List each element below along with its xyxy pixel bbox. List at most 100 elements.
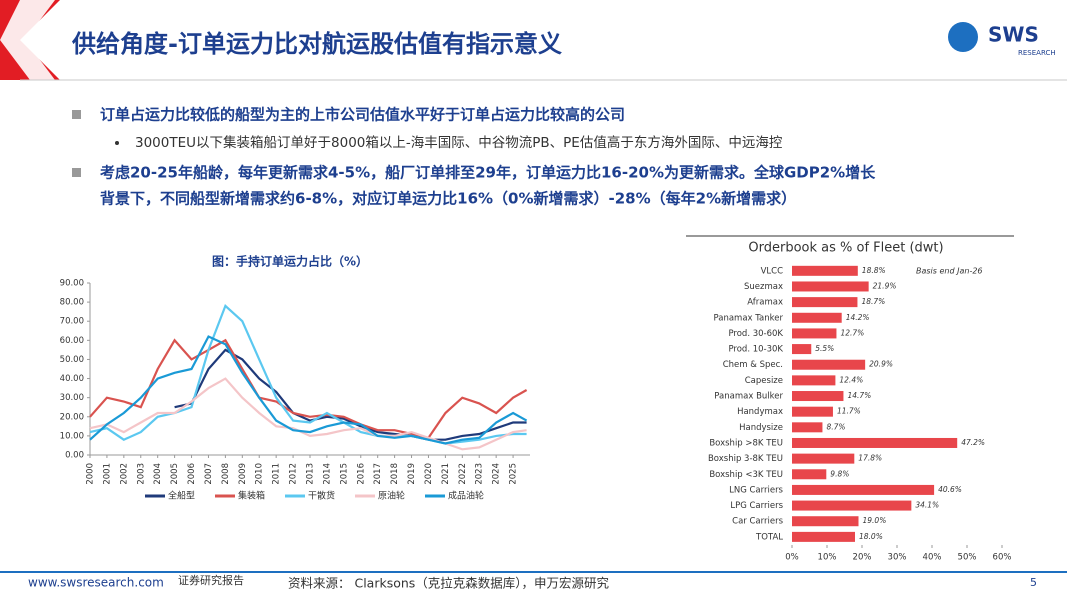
bar bbox=[792, 281, 869, 292]
y-tick-label: 20.00 bbox=[60, 412, 84, 422]
x-tick-label: 2023 bbox=[475, 463, 485, 485]
bullet-square bbox=[72, 110, 81, 119]
value-label: 9.8% bbox=[830, 469, 849, 478]
footer-url: www.swsresearch.com bbox=[28, 576, 164, 590]
value-label: 14.2% bbox=[846, 313, 870, 322]
bullet-dot bbox=[115, 141, 119, 145]
value-label: 19.0% bbox=[863, 516, 887, 525]
category-label: Panamax Tanker bbox=[714, 313, 784, 323]
x-tick-label: 2007 bbox=[204, 463, 214, 485]
category-label: VLCC bbox=[761, 266, 783, 276]
x-tick-label: 2013 bbox=[306, 463, 316, 485]
value-label: 14.7% bbox=[847, 391, 871, 400]
value-label: 12.4% bbox=[839, 375, 863, 384]
category-label: Aframax bbox=[747, 298, 783, 308]
x-tick-label: 60% bbox=[993, 553, 1012, 563]
category-label: Capesize bbox=[745, 376, 783, 386]
annotation: Basis end Jan-26 bbox=[916, 267, 983, 276]
bar bbox=[792, 453, 855, 464]
y-tick-label: 80.00 bbox=[60, 298, 84, 308]
x-tick-label: 2025 bbox=[509, 463, 519, 485]
y-tick-label: 40.00 bbox=[60, 374, 84, 384]
legend-label: 原油轮 bbox=[378, 490, 405, 502]
y-tick-label: 10.00 bbox=[60, 431, 84, 441]
page-number: 5 bbox=[1030, 576, 1037, 589]
logo: SWS bbox=[988, 23, 1039, 47]
x-tick-label: 10% bbox=[818, 553, 837, 563]
x-tick-label: 2020 bbox=[424, 463, 434, 485]
x-tick-label: 2010 bbox=[255, 463, 265, 485]
x-tick-label: 2017 bbox=[373, 463, 383, 485]
logo-mark bbox=[948, 22, 978, 52]
slide-title: 供给角度-订单运力比对航运股估值有指示意义 bbox=[71, 30, 562, 58]
bar bbox=[792, 391, 844, 402]
x-tick-label: 0% bbox=[785, 553, 799, 563]
bar bbox=[792, 375, 836, 386]
y-tick-label: 90.00 bbox=[60, 279, 84, 289]
legend-label: 成品油轮 bbox=[448, 490, 484, 502]
bar bbox=[792, 328, 837, 339]
x-tick-label: 2022 bbox=[458, 463, 468, 485]
value-label: 40.6% bbox=[938, 485, 962, 494]
corner-cut bbox=[0, 0, 55, 80]
x-tick-label: 2005 bbox=[170, 463, 180, 485]
value-label: 8.7% bbox=[826, 422, 845, 431]
x-tick-label: 2001 bbox=[102, 463, 112, 485]
x-tick-label: 2000 bbox=[86, 463, 96, 485]
value-label: 21.9% bbox=[873, 281, 897, 290]
y-tick-label: 60.00 bbox=[60, 336, 84, 346]
category-label: Handymax bbox=[737, 407, 783, 417]
category-label: Boxship 3-8K TEU bbox=[708, 454, 783, 464]
legend-label: 集装箱 bbox=[238, 490, 265, 502]
y-tick-label: 50.00 bbox=[60, 355, 84, 365]
bullet-square bbox=[72, 168, 81, 177]
bullet: 背景下，不同船型新增需求约6-8%，对应订单运力比16%（0%新增需求）-28%… bbox=[100, 190, 796, 208]
x-tick-label: 2021 bbox=[441, 463, 451, 485]
series-line bbox=[89, 338, 528, 440]
x-tick-label: 2019 bbox=[407, 463, 417, 485]
value-label: 17.8% bbox=[858, 454, 882, 463]
bar bbox=[792, 484, 935, 495]
chart-title: 图：手持订单运力占比（%） bbox=[212, 254, 368, 269]
category-label: Suezmax bbox=[744, 282, 783, 292]
category-label: Prod. 10-30K bbox=[728, 345, 783, 355]
category-label: TOTAL bbox=[755, 532, 783, 542]
bar bbox=[792, 406, 833, 417]
x-tick-label: 20% bbox=[853, 553, 872, 563]
value-label: 20.9% bbox=[869, 360, 893, 369]
x-tick-label: 2011 bbox=[272, 463, 282, 485]
value-label: 12.7% bbox=[840, 328, 864, 337]
y-tick-label: 70.00 bbox=[60, 317, 84, 327]
footer-source: 资料来源： Clarksons（克拉克森数据库），申万宏源研究 bbox=[288, 576, 610, 591]
bar bbox=[792, 469, 827, 480]
x-tick-label: 2004 bbox=[153, 463, 163, 485]
category-label: Handysize bbox=[739, 423, 783, 433]
bar bbox=[792, 344, 812, 355]
x-tick-label: 50% bbox=[958, 553, 977, 563]
x-tick-label: 2012 bbox=[289, 463, 299, 485]
x-tick-label: 2008 bbox=[221, 463, 231, 485]
bar bbox=[792, 516, 859, 527]
category-label: Car Carriers bbox=[732, 517, 783, 527]
bar bbox=[792, 265, 858, 276]
category-label: Chem & Spec. bbox=[723, 360, 783, 370]
value-label: 47.2% bbox=[961, 438, 985, 447]
category-label: Panamax Bulker bbox=[714, 392, 783, 402]
bullet: 订单占运力比较低的船型为主的上市公司估值水平好于订单占运力比较高的公司 bbox=[100, 106, 625, 124]
bar bbox=[792, 359, 866, 370]
bar bbox=[792, 500, 912, 511]
x-tick-label: 2006 bbox=[187, 463, 197, 485]
category-label: LPG Carriers bbox=[730, 501, 783, 511]
bullet: 考虑20-25年船龄，每年更新需求4-5%，船厂订单排至29年，订单运力比16-… bbox=[100, 164, 876, 182]
category-label: LNG Carriers bbox=[729, 485, 783, 495]
value-label: 18.0% bbox=[859, 532, 883, 541]
x-tick-label: 2016 bbox=[356, 463, 366, 485]
bullet: 3000TEU以下集装箱船订单好于8000箱以上-海丰国际、中谷物流PB、PE估… bbox=[135, 134, 783, 151]
x-tick-label: 2015 bbox=[339, 463, 349, 485]
category-label: Boxship >8K TEU bbox=[709, 438, 783, 448]
footer-label: 证券研究报告 bbox=[178, 573, 244, 587]
x-tick-label: 2002 bbox=[119, 463, 129, 485]
logo-sub: RESEARCH bbox=[1018, 49, 1056, 57]
chart-title: Orderbook as % of Fleet (dwt) bbox=[748, 241, 943, 256]
